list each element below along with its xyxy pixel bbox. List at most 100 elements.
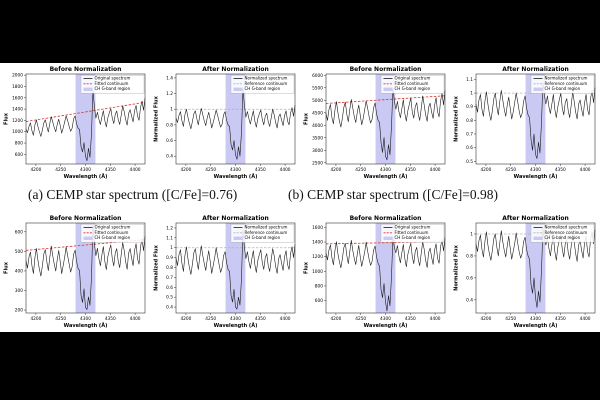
y-axis-label: Flux bbox=[304, 261, 310, 274]
legend-swatch-patch bbox=[233, 87, 243, 91]
x-tick-label: 4350 bbox=[105, 167, 116, 173]
legend-box bbox=[380, 223, 445, 243]
x-axis-label: Wavelength (Å) bbox=[514, 322, 558, 329]
spectrum-line bbox=[175, 229, 296, 310]
plot-b-after: After Normalization 4200 4250 4300 4350 4400 W… bbox=[454, 66, 596, 180]
plot-b-before: Before Normalization 4200 4250 4300 4350 4400… bbox=[304, 66, 446, 180]
x-tick-label: 4300 bbox=[530, 316, 541, 322]
y-tick-label: 1000 bbox=[12, 129, 23, 135]
legend-label: CH G-band region bbox=[245, 235, 281, 240]
legend-label: Original spectrum bbox=[95, 75, 131, 80]
y-axis-label: Normalized Flux bbox=[454, 244, 460, 290]
plot-a-after: After Normalization 4200 4250 4300 4350 4400 W… bbox=[154, 66, 296, 180]
x-axis-label: Wavelength (Å) bbox=[364, 173, 408, 180]
legend-label: Fitted continuum bbox=[95, 230, 129, 235]
legend-label: Fitted continuum bbox=[395, 230, 429, 235]
y-tick-label: 6000 bbox=[312, 73, 323, 79]
y-tick-label: 5500 bbox=[312, 85, 323, 91]
x-tick-label: 4400 bbox=[580, 316, 591, 322]
legend-label: Normalized spectrum bbox=[545, 75, 588, 80]
x-tick-label: 4350 bbox=[255, 316, 266, 322]
y-tick-label: 1 bbox=[470, 91, 473, 97]
plot-title: Before Normalization bbox=[50, 215, 122, 222]
legend-swatch-patch bbox=[233, 236, 243, 240]
x-axis-label: Wavelength (Å) bbox=[364, 322, 408, 329]
legend-label: Original spectrum bbox=[395, 224, 431, 229]
x-tick-label: 4200 bbox=[30, 316, 41, 322]
x-tick-label: 4400 bbox=[430, 316, 441, 322]
x-tick-label: 4250 bbox=[505, 316, 516, 322]
legend-label: CH G-band region bbox=[545, 86, 581, 91]
y-tick-label: 4500 bbox=[312, 110, 323, 116]
x-tick-label: 4200 bbox=[480, 167, 491, 173]
legend-label: CH G-band region bbox=[395, 235, 431, 240]
legend-label: Normalized spectrum bbox=[245, 224, 288, 229]
legend-swatch-patch bbox=[83, 236, 93, 240]
legend-box bbox=[380, 74, 445, 94]
y-axis-label: Flux bbox=[304, 112, 310, 125]
x-tick-label: 4300 bbox=[80, 167, 91, 173]
y-tick-label: 0.7 bbox=[166, 275, 173, 281]
y-tick-label: 4000 bbox=[312, 123, 323, 129]
legend-label: Original spectrum bbox=[95, 224, 131, 229]
x-tick-label: 4200 bbox=[30, 167, 41, 173]
y-tick-label: 3000 bbox=[312, 148, 323, 154]
y-axis-label: Flux bbox=[4, 261, 10, 274]
y-tick-label: 1400 bbox=[12, 107, 23, 113]
y-tick-label: 0.8 bbox=[466, 118, 473, 124]
y-tick-label: 0.6 bbox=[166, 285, 173, 291]
x-axis-label: Wavelength (Å) bbox=[64, 173, 108, 180]
plot-row-bottom: Before Normalization 4200 4250 4300 4350 4400… bbox=[0, 213, 600, 332]
y-tick-label: 1.4 bbox=[166, 75, 173, 81]
x-tick-label: 4400 bbox=[430, 167, 441, 173]
y-tick-label: 0.6 bbox=[466, 145, 473, 151]
x-tick-label: 4300 bbox=[380, 167, 391, 173]
legend-box bbox=[80, 223, 145, 243]
plot-title: Before Normalization bbox=[350, 215, 422, 222]
y-tick-label: 1 bbox=[170, 245, 173, 251]
x-tick-label: 4250 bbox=[505, 167, 516, 173]
y-tick-label: 2000 bbox=[12, 73, 23, 79]
caption-row: (a) CEMP star spectrum ([C/Fe]=0.76) (b)… bbox=[0, 184, 600, 213]
subfigure-caption-b: (b) CEMP star spectrum ([C/Fe]=0.98) bbox=[288, 187, 498, 202]
subfigure-caption-a: (a) CEMP star spectrum ([C/Fe]=0.76) bbox=[28, 187, 238, 202]
legend-label: Original spectrum bbox=[395, 75, 431, 80]
y-tick-label: 0.9 bbox=[166, 255, 173, 261]
plot-a-before: Before Normalization 4200 4250 4300 4350 4400… bbox=[4, 66, 146, 180]
y-tick-label: 1000 bbox=[312, 269, 323, 275]
legend-label: Reference continuum bbox=[245, 81, 288, 86]
y-axis-label: Normalized Flux bbox=[154, 244, 160, 290]
plot-title: After Normalization bbox=[502, 215, 569, 222]
x-tick-label: 4200 bbox=[180, 316, 191, 322]
y-tick-label: 1200 bbox=[312, 254, 323, 260]
x-tick-label: 4350 bbox=[255, 167, 266, 173]
y-tick-label: 3500 bbox=[312, 135, 323, 141]
y-tick-label: 1200 bbox=[12, 118, 23, 124]
legend-swatch-patch bbox=[533, 87, 543, 91]
x-axis-label: Wavelength (Å) bbox=[514, 173, 558, 180]
x-tick-label: 4300 bbox=[530, 167, 541, 173]
legend-label: CH G-band region bbox=[245, 86, 281, 91]
x-tick-label: 4200 bbox=[330, 167, 341, 173]
x-tick-label: 4350 bbox=[405, 316, 416, 322]
y-tick-label: 400 bbox=[15, 268, 23, 274]
x-tick-label: 4400 bbox=[130, 316, 141, 322]
plot-title: Before Normalization bbox=[350, 66, 422, 73]
x-tick-label: 4350 bbox=[405, 167, 416, 173]
y-tick-label: 1.1 bbox=[166, 235, 173, 241]
y-axis-label: Normalized Flux bbox=[154, 95, 160, 141]
x-tick-label: 4250 bbox=[355, 167, 366, 173]
plot-c-before: Before Normalization 4200 4250 4300 4350 4400… bbox=[4, 215, 146, 329]
y-tick-label: 1800 bbox=[12, 84, 23, 90]
y-tick-label: 800 bbox=[15, 141, 23, 147]
x-tick-label: 4200 bbox=[180, 167, 191, 173]
x-tick-label: 4400 bbox=[130, 167, 141, 173]
y-tick-label: 0.8 bbox=[166, 265, 173, 271]
y-tick-label: 1 bbox=[170, 107, 173, 113]
legend-label: Reference continuum bbox=[245, 230, 288, 235]
